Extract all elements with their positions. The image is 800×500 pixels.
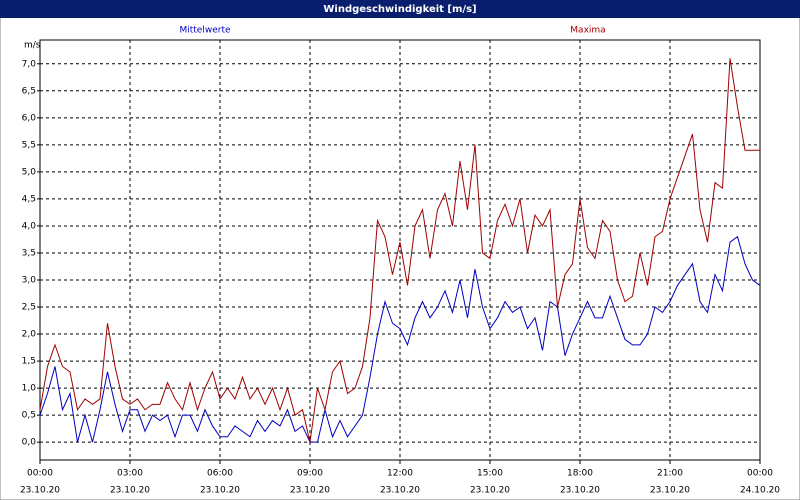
x-tick-label: 03:00 (117, 469, 143, 479)
y-unit: m/s (24, 41, 41, 51)
plot-frame (39, 39, 761, 461)
x-tick-date: 23.10.20 (650, 486, 690, 496)
x-tick-date: 23.10.20 (110, 486, 150, 496)
y-tick-label: 1,0 (22, 384, 37, 394)
title-bar (0, 0, 800, 18)
y-tick-label: 6,0 (22, 113, 37, 123)
x-tick-date: 24.10.20 (740, 486, 780, 496)
y-tick-label: 3,0 (22, 276, 37, 286)
x-tick-label: 15:00 (477, 469, 503, 479)
y-tick-label: 2,5 (22, 303, 36, 313)
x-tick-label: 12:00 (387, 469, 413, 479)
x-tick-date: 23.10.20 (200, 486, 240, 496)
x-tick-date: 23.10.20 (380, 486, 420, 496)
data-line (39, 235, 761, 443)
y-tick-label: 5,0 (22, 167, 37, 177)
x-tick-label: 21:00 (657, 469, 683, 479)
x-tick-date: 23.10.20 (20, 486, 60, 496)
x-tick-label: 00:00 (747, 469, 773, 479)
y-tick-label: 4,5 (22, 194, 36, 204)
y-tick-label: 4,0 (22, 221, 37, 231)
x-tick-label: 00:00 (27, 469, 53, 479)
x-tick-date: 23.10.20 (290, 486, 330, 496)
x-tick-date: 23.10.20 (560, 486, 600, 496)
legend-label: Mittelwerte (179, 26, 230, 36)
data-line (39, 58, 760, 443)
x-tick-label: 18:00 (567, 469, 593, 479)
y-tick-label: 0,5 (22, 411, 36, 421)
y-tick-label: 2,0 (22, 330, 37, 340)
y-tick-label: 3,5 (22, 248, 36, 258)
y-tick-label: 7,0 (22, 59, 37, 69)
y-tick-label: 5,5 (22, 140, 36, 150)
y-tick-label: 0,0 (22, 438, 37, 448)
chart-title: Windgeschwindigkeit [m/s] (323, 4, 476, 15)
y-tick-label: 6,5 (22, 86, 36, 96)
x-tick-label: 09:00 (297, 469, 323, 479)
x-tick-date: 23.10.20 (470, 486, 510, 496)
x-tick-label: 06:00 (207, 469, 233, 479)
legend-label: Maxima (570, 26, 605, 36)
y-tick-label: 1,5 (22, 357, 36, 367)
